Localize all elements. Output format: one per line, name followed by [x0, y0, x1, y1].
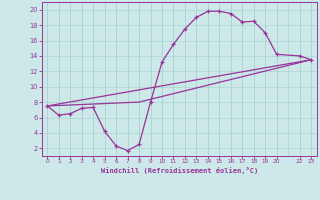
X-axis label: Windchill (Refroidissement éolien,°C): Windchill (Refroidissement éolien,°C): [100, 167, 258, 174]
